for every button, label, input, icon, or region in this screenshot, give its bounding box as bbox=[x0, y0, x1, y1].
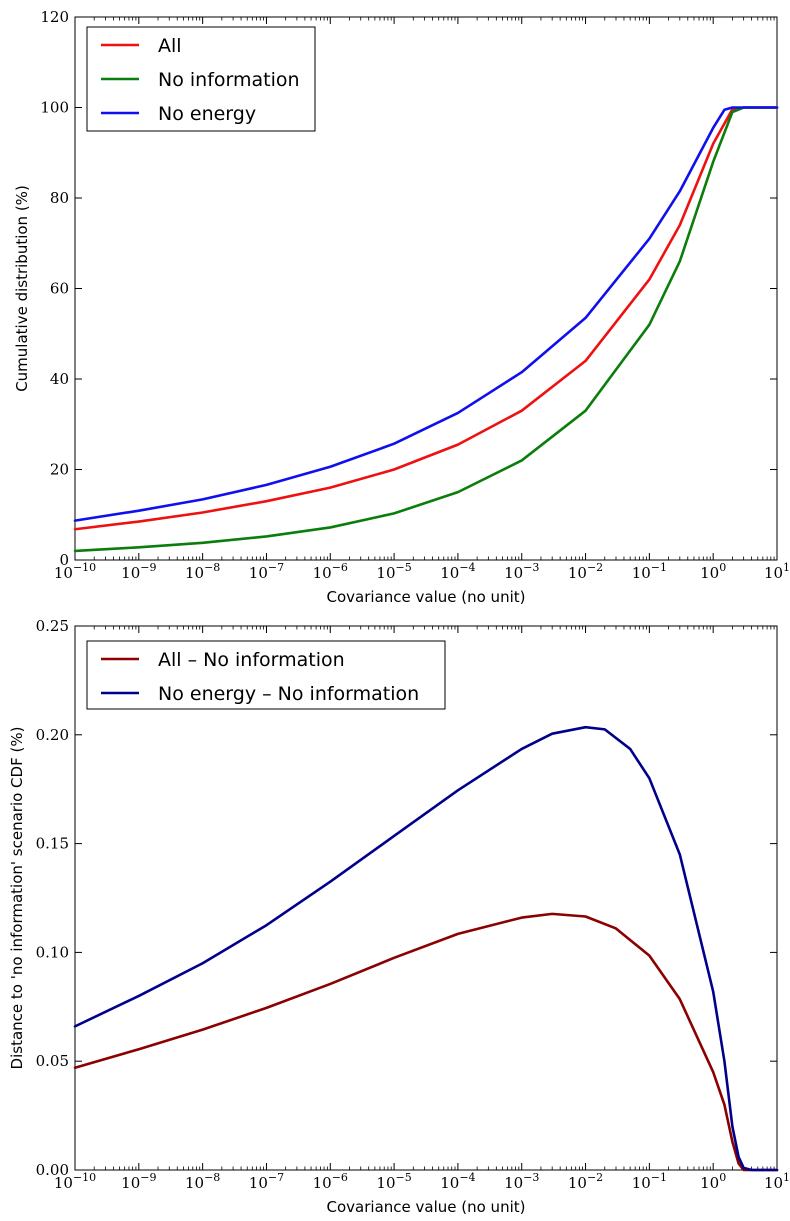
y-tick-label: 0.05 bbox=[36, 1052, 69, 1070]
x-tick-label: 10−8 bbox=[185, 561, 220, 582]
x-tick-label: 101 bbox=[764, 1171, 790, 1192]
chart-2: 10−10 10−9 10−8 10−7 10−6 10−5 10−4 10−3 10−2 10−… bbox=[8, 617, 790, 1216]
series-line-2 bbox=[73, 725, 779, 1172]
x-tick-label: 10−7 bbox=[249, 1171, 284, 1192]
x-tick-label: 10−4 bbox=[440, 561, 475, 582]
x-tick-label: 101 bbox=[764, 561, 790, 582]
y-tick-label: 120 bbox=[40, 8, 69, 26]
x-tick-label: 10−6 bbox=[313, 561, 348, 582]
x-tick-label: 100 bbox=[700, 1171, 726, 1192]
x-axis-label: Covariance value (no unit) bbox=[327, 588, 526, 606]
x-tick-label: 10−2 bbox=[568, 561, 603, 582]
y-axis-label: Distance to 'no information' scenario CD… bbox=[8, 727, 26, 1070]
legend-label-3: No energy bbox=[158, 103, 256, 125]
x-tick-label: 10−5 bbox=[376, 1171, 411, 1192]
x-tick-label: 100 bbox=[700, 561, 726, 582]
x-tick-label: 10−1 bbox=[632, 1171, 667, 1192]
x-tick-label: 10−7 bbox=[249, 561, 284, 582]
x-tick-label: 10−6 bbox=[313, 1171, 348, 1192]
y-tick-label: 0.00 bbox=[36, 1161, 69, 1179]
y-tick-label: 0.25 bbox=[36, 617, 69, 635]
y-tick-label: 0.20 bbox=[36, 726, 69, 744]
series-line-1 bbox=[73, 912, 779, 1172]
x-tick-label: 10−9 bbox=[121, 561, 156, 582]
x-tick-label: 10−1 bbox=[632, 561, 667, 582]
series-line-2 bbox=[73, 106, 779, 553]
y-tick-label: 40 bbox=[50, 370, 69, 388]
legend-label-1: All – No information bbox=[158, 649, 345, 671]
x-tick-label: 10−9 bbox=[121, 1171, 156, 1192]
y-tick-label: 100 bbox=[40, 99, 69, 117]
y-tick-label: 0.10 bbox=[36, 943, 69, 961]
x-tick-label: 10−10 bbox=[54, 561, 96, 582]
x-tick-label: 10−5 bbox=[376, 561, 411, 582]
legend-label-2: No information bbox=[158, 69, 300, 91]
y-tick-label: 20 bbox=[50, 461, 69, 479]
plot-area bbox=[74, 625, 778, 1171]
legend-label-2: No energy – No information bbox=[158, 683, 419, 705]
y-tick-label: 60 bbox=[50, 280, 69, 298]
legend-label-1: All bbox=[158, 35, 182, 57]
y-tick-label: 80 bbox=[50, 189, 69, 207]
x-tick-label: 10−3 bbox=[504, 561, 539, 582]
y-tick-label: 0.15 bbox=[36, 835, 69, 853]
legend-box bbox=[86, 640, 446, 710]
x-tick-label: 10−3 bbox=[504, 1171, 539, 1192]
series-line-1 bbox=[73, 106, 779, 531]
x-tick-label: 10−8 bbox=[185, 1171, 220, 1192]
series-line-3 bbox=[73, 106, 779, 522]
x-tick-label: 10−4 bbox=[440, 1171, 475, 1192]
x-axis-label: Covariance value (no unit) bbox=[327, 1198, 526, 1216]
x-tick-label: 10−2 bbox=[568, 1171, 603, 1192]
y-tick-label: 0 bbox=[59, 551, 69, 569]
y-axis-label: Cumulative distribution (%) bbox=[13, 185, 31, 392]
chart-1: 10−10 10−9 10−8 10−7 10−6 10−5 10−4 10−3 10−2 10−… bbox=[13, 8, 790, 606]
x-tick-label: 10−10 bbox=[54, 1171, 96, 1192]
legend: All – No information No energy – No infor… bbox=[86, 640, 446, 710]
legend: All No information No energy bbox=[86, 26, 316, 132]
